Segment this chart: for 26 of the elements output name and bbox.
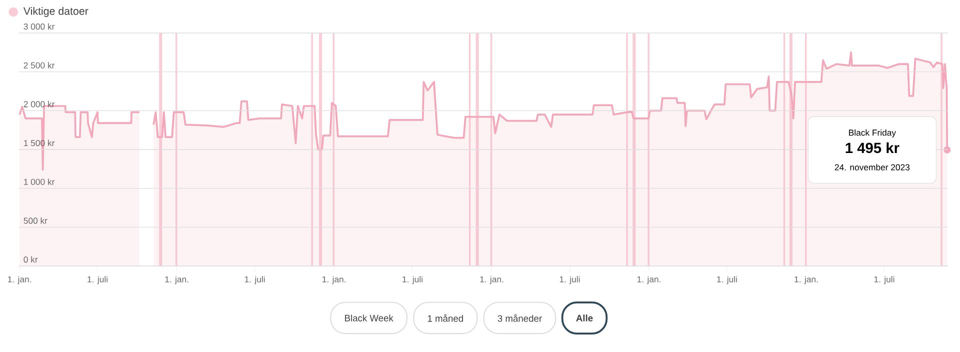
x-tick-label: 1. juli (88, 276, 108, 284)
text: 1 måned (428, 314, 463, 322)
x-tick-label: 1. juli (717, 276, 737, 284)
x-tick-label: 1. jan. (8, 276, 31, 284)
x-tick-label: 1. juli (874, 276, 894, 284)
y-tick-label: 1 500 kr (24, 140, 55, 146)
text: 3 måneder (498, 314, 542, 322)
x-tick-label: 1. juli (402, 276, 422, 284)
y-tick-label: 500 kr (24, 217, 48, 224)
x-tick-label: 1. juli (560, 276, 580, 284)
y-tick-label: 1 000 kr (24, 178, 55, 185)
text: Alle (576, 314, 593, 322)
annotation: 24. november 2023 (834, 164, 910, 170)
y-tick-label: 2 500 kr (24, 62, 55, 68)
y-tick-label: 0 kr (24, 256, 38, 263)
text: Black Week (345, 314, 394, 322)
x-tick-label: 1. juli (244, 276, 265, 284)
x-tick-label: 1. jan. (165, 276, 188, 284)
annotation: 1 495 kr (846, 142, 900, 154)
annotation: Black Friday (849, 129, 896, 138)
x-tick-label: 1. jan. (322, 276, 346, 284)
y-tick-label: 3 000 kr (24, 23, 55, 30)
x-tick-label: 1. jan. (794, 276, 818, 284)
legend-title: Viktige datoer (23, 7, 88, 17)
x-tick-label: 1. jan. (480, 276, 504, 284)
x-tick-label: 1. jan. (637, 276, 660, 284)
